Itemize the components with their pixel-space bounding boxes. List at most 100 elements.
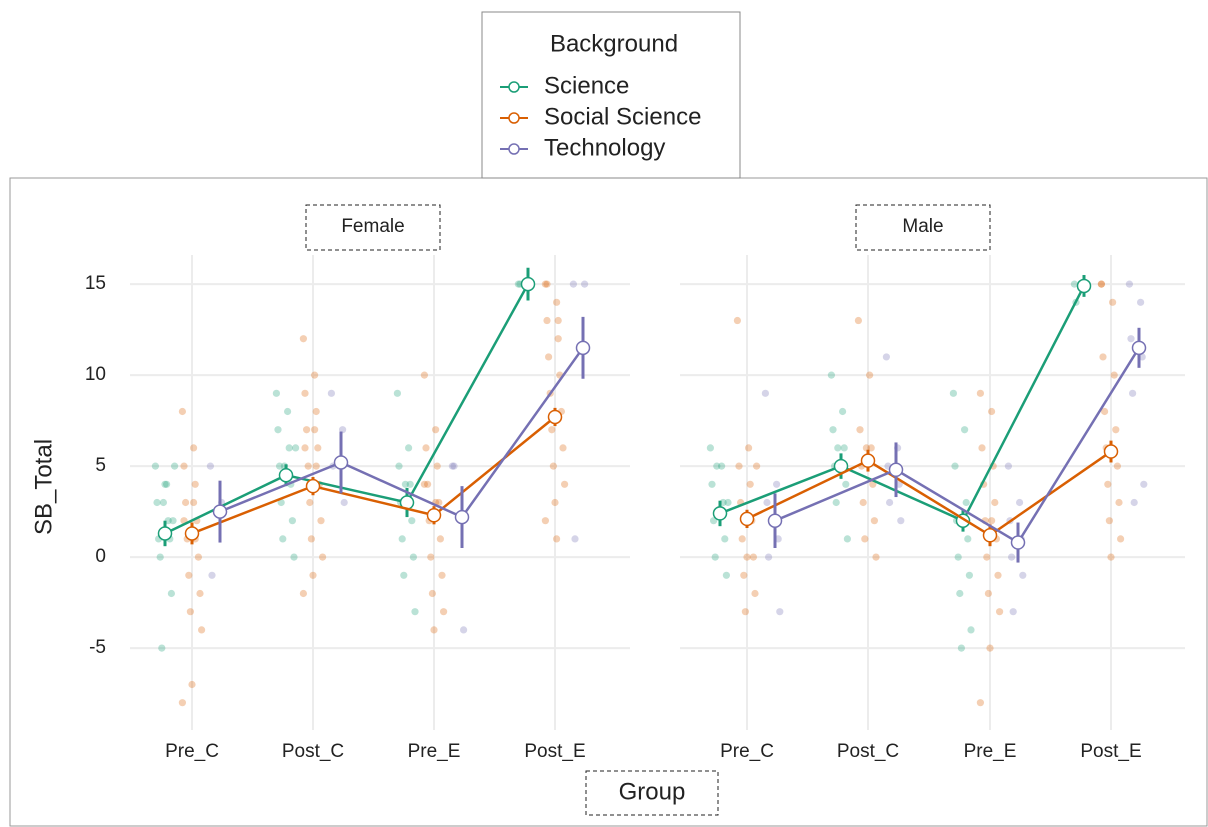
data-point xyxy=(306,498,314,507)
data-point xyxy=(299,589,307,598)
series-line xyxy=(746,450,1112,537)
mean-marker xyxy=(278,467,294,483)
data-point xyxy=(840,444,848,452)
data-point xyxy=(1125,280,1133,288)
data-point xyxy=(543,280,551,288)
data-point xyxy=(206,462,214,470)
data-point xyxy=(1008,553,1016,561)
data-point xyxy=(872,553,880,561)
data-point xyxy=(862,444,871,452)
data-point xyxy=(722,571,731,579)
data-point xyxy=(196,589,204,598)
data-point xyxy=(1112,426,1120,434)
data-point xyxy=(307,535,315,543)
data-point xyxy=(553,535,561,543)
legend-marker xyxy=(508,143,520,155)
data-point xyxy=(746,480,754,488)
data-point xyxy=(460,626,468,634)
data-point xyxy=(401,480,409,488)
data-point xyxy=(424,480,432,488)
data-point xyxy=(854,316,863,325)
data-point xyxy=(711,553,719,561)
data-point xyxy=(843,535,852,543)
data-point xyxy=(317,517,325,525)
data-point xyxy=(986,644,994,652)
data-point xyxy=(964,535,972,543)
data-point xyxy=(514,280,523,288)
data-point xyxy=(288,517,296,525)
data-point xyxy=(311,426,319,434)
mean-marker xyxy=(333,455,349,470)
data-point xyxy=(561,480,569,488)
data-point xyxy=(949,389,958,397)
data-point xyxy=(171,462,179,470)
data-point xyxy=(743,553,751,561)
facet-title-box xyxy=(855,204,991,251)
data-point xyxy=(427,553,435,561)
data-point xyxy=(448,462,456,470)
data-point xyxy=(158,644,166,652)
data-point xyxy=(1130,498,1138,507)
data-point xyxy=(870,517,879,525)
data-point xyxy=(393,389,401,397)
mean-marker xyxy=(520,276,536,292)
x-tick-label: Pre_C xyxy=(720,741,774,762)
x-tick-label: Pre_E xyxy=(964,741,1017,762)
data-point xyxy=(718,462,726,470)
data-point xyxy=(559,444,567,452)
legend-title: Background xyxy=(550,30,678,57)
data-point xyxy=(405,444,413,452)
x-tick-label: Post_E xyxy=(1080,741,1141,762)
data-point xyxy=(303,426,311,434)
data-point xyxy=(398,535,406,543)
data-point xyxy=(571,535,579,543)
series-line xyxy=(219,347,585,519)
data-point xyxy=(163,480,171,488)
data-point xyxy=(435,498,443,507)
data-point xyxy=(951,462,959,470)
data-point xyxy=(185,571,193,579)
data-point xyxy=(1070,280,1078,288)
data-point xyxy=(839,407,847,416)
data-point xyxy=(713,462,721,470)
data-point xyxy=(208,571,216,579)
data-point xyxy=(551,498,559,507)
data-point xyxy=(304,462,312,470)
data-point xyxy=(859,498,867,507)
mean-marker xyxy=(184,526,200,541)
data-point xyxy=(967,626,975,634)
x-axis-label: Group xyxy=(619,778,686,805)
data-point xyxy=(411,608,419,616)
data-point xyxy=(886,498,894,507)
data-point xyxy=(765,553,773,561)
data-point xyxy=(541,517,550,525)
x-tick-label: Pre_C xyxy=(165,741,219,762)
data-point xyxy=(340,498,348,507)
series-line xyxy=(719,285,1086,523)
data-point xyxy=(996,608,1004,616)
y-tick-label: -5 xyxy=(89,637,106,658)
data-point xyxy=(432,426,440,434)
data-point xyxy=(834,444,842,452)
x-label-box xyxy=(585,770,719,816)
data-point xyxy=(285,444,293,452)
data-point xyxy=(190,498,198,507)
data-point xyxy=(1009,608,1017,616)
data-point xyxy=(292,444,300,452)
data-point xyxy=(991,498,999,507)
facet-title: Male xyxy=(902,216,943,237)
y-tick-label: 10 xyxy=(85,364,106,385)
data-point xyxy=(450,462,458,470)
series-line xyxy=(774,347,1141,545)
data-point xyxy=(406,480,414,488)
data-point xyxy=(272,389,280,397)
data-point xyxy=(708,480,716,488)
data-point xyxy=(1019,571,1027,579)
data-point xyxy=(1137,298,1145,306)
data-point xyxy=(842,480,850,488)
data-point xyxy=(738,535,746,543)
data-point xyxy=(1104,480,1112,488)
data-point xyxy=(167,589,175,598)
data-point xyxy=(543,316,551,325)
